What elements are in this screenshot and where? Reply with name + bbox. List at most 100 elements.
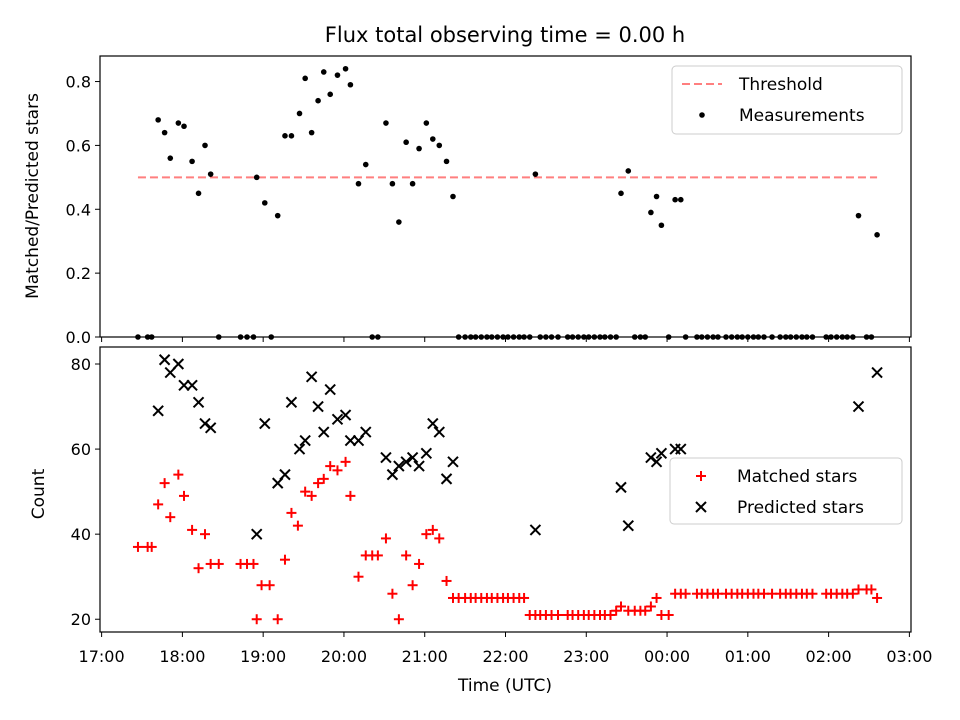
chart-title: Flux total observing time = 0.00 h [325,23,685,47]
measurement-point [207,171,214,177]
predicted-star-marker-b [251,528,263,540]
bottom-y-tick-label: 80 [71,355,91,374]
measurement-point [396,219,402,225]
x-tick-label: 19:00 [240,647,286,666]
measurement-point [355,180,362,187]
legend-predicted-label: Predicted stars [737,498,864,518]
top-y-tick-label: 0.6 [66,136,91,155]
x-tick-label: 02:00 [806,647,852,666]
predicted-star-marker-b [871,366,883,379]
measurement-point [672,196,678,203]
top-y-tick-label: 0.0 [66,328,91,347]
measurement-point [618,190,624,197]
measurement-point [416,145,422,152]
measurement-point [342,65,349,72]
predicted-star-marker-b [324,383,336,396]
predicted-star-marker-b [318,426,330,438]
predicted-star-marker-b [413,460,425,472]
predicted-star-marker-b [279,468,291,481]
measurement-point [175,120,182,126]
x-tick-label: 21:00 [402,647,448,666]
bottom-plot: 17:00 18:00 19:00 20:00 21:00 22:00 23:00 00:00… [71,346,932,666]
measurement-point [302,75,308,82]
legend-threshold-label: Threshold [738,75,823,95]
top-legend-box [671,65,903,135]
measurement-point [653,193,660,200]
measurement-point [383,120,389,126]
measurement-point [202,142,208,149]
predicted-star-marker-b [186,379,198,391]
top-plot-frame [99,55,912,338]
top-y-tick-label: 0.2 [66,264,91,283]
measurement-point [658,222,665,229]
legend-predicted-swatch-b [695,501,707,513]
bottom-plot-frame [99,346,912,633]
predicted-star-marker-b [380,451,392,464]
measurement-point [253,174,260,181]
x-axis-label: Time (UTC) [457,676,552,696]
predicted-star-marker-b [331,413,344,426]
measurement-point [532,171,539,177]
measurement-point [403,139,409,146]
measurement-point [155,117,161,123]
measurement-point [347,81,354,88]
bottom-y-tick-label: 20 [71,610,91,629]
measurement-point [648,209,654,216]
predicted-star-marker-b [852,400,865,413]
measurement-point [308,129,315,136]
measurement-point [423,120,430,126]
measurement-point [327,91,334,98]
measurement-point [625,168,632,174]
measurement-point [261,200,268,206]
predicted-star-marker-b [204,422,217,434]
predicted-star-marker-b [312,400,324,413]
predicted-star-marker-b [360,426,372,438]
x-tick-label: 23:00 [563,647,609,666]
measurement-point [409,180,416,187]
predicted-star-marker-b [158,354,171,366]
predicted-star-marker-b [622,519,634,532]
measurement-point [195,190,202,197]
measurement-point [362,161,369,168]
measurement-point [443,158,450,165]
predicted-star-marker-b [427,417,439,430]
top-y-tick-label: 0.8 [66,73,91,92]
legend-measurements-swatch [699,112,705,118]
measurement-point [855,212,862,219]
bottom-y-tick-label: 60 [71,440,91,459]
legend-measurements-label: Measurements [739,106,865,126]
predicted-star-marker-b [393,460,405,472]
legend-matched-label: Matched stars [737,467,857,487]
predicted-star-marker-b [420,447,433,460]
bottom-y-axis-label: Count [29,468,49,519]
predicted-star-marker-b [386,468,399,481]
x-tick-label: 18:00 [159,647,205,666]
x-tick-label: 17:00 [79,647,125,666]
measurement-point [436,142,443,149]
measurement-point [161,129,168,136]
predicted-star-marker-b [447,456,459,468]
predicted-star-marker-b [655,447,668,460]
bottom-y-tick-label: 40 [71,525,91,544]
bottom-legend-box [669,457,903,525]
predicted-star-marker-b [433,426,445,438]
top-y-axis-label: Matched/Predicted stars [23,93,43,299]
predicted-star-marker-b [339,409,352,421]
measurement-point [315,97,321,104]
measurement-point [282,133,288,139]
predicted-star-marker-b [675,443,687,455]
measurement-point [189,158,195,165]
measurement-point [181,123,187,130]
predicted-star-marker-b [152,405,164,417]
measurement-point [389,180,396,187]
predicted-star-marker-b [299,434,311,447]
measurement-point [450,193,456,200]
top-y-tick-label: 0.4 [66,200,91,219]
predicted-star-marker-b [305,371,318,383]
x-tick-label: 03:00 [886,647,932,666]
measurement-point [430,136,436,142]
measurement-point [677,196,684,203]
x-tick-label: 01:00 [725,647,771,666]
predicted-star-marker-b [529,524,542,536]
